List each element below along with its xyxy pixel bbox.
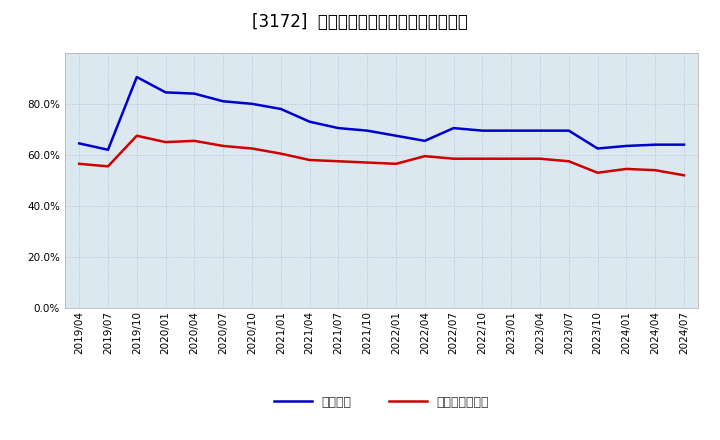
固定比率 — [478, 128, 487, 133]
固定比率 — [305, 119, 314, 125]
固定比率 — [564, 128, 573, 133]
固定長期適合率 — [190, 138, 199, 143]
固定長期適合率 — [622, 166, 631, 172]
固定長期適合率 — [651, 168, 660, 173]
固定比率 — [392, 133, 400, 139]
固定長期適合率 — [363, 160, 372, 165]
固定比率 — [622, 143, 631, 149]
固定比率 — [276, 106, 285, 112]
固定長期適合率 — [334, 159, 343, 164]
固定長期適合率 — [219, 143, 228, 149]
固定長期適合率 — [449, 156, 458, 161]
固定比率 — [104, 147, 112, 152]
Text: [3172]  固定比率、固定長期適合率の推移: [3172] 固定比率、固定長期適合率の推移 — [252, 13, 468, 31]
固定長期適合率 — [420, 154, 429, 159]
固定比率 — [219, 99, 228, 104]
固定長期適合率 — [75, 161, 84, 166]
固定比率 — [363, 128, 372, 133]
固定長期適合率 — [305, 158, 314, 163]
固定長期適合率 — [507, 156, 516, 161]
固定比率 — [75, 141, 84, 146]
固定長期適合率 — [104, 164, 112, 169]
固定比率 — [507, 128, 516, 133]
固定長期適合率 — [680, 172, 688, 178]
固定比率 — [651, 142, 660, 147]
固定長期適合率 — [564, 159, 573, 164]
固定長期適合率 — [478, 156, 487, 161]
固定比率 — [449, 125, 458, 131]
固定長期適合率 — [248, 146, 256, 151]
固定比率 — [132, 74, 141, 80]
固定比率 — [593, 146, 602, 151]
Line: 固定長期適合率: 固定長期適合率 — [79, 136, 684, 175]
固定比率 — [680, 142, 688, 147]
固定比率 — [248, 101, 256, 106]
固定長期適合率 — [161, 139, 170, 145]
固定比率 — [190, 91, 199, 96]
固定長期適合率 — [392, 161, 400, 166]
固定長期適合率 — [132, 133, 141, 139]
Legend: 固定比率, 固定長期適合率: 固定比率, 固定長期適合率 — [274, 396, 489, 409]
Line: 固定比率: 固定比率 — [79, 77, 684, 150]
固定比率 — [334, 125, 343, 131]
固定比率 — [536, 128, 544, 133]
固定比率 — [161, 90, 170, 95]
固定長期適合率 — [276, 151, 285, 156]
固定比率 — [420, 138, 429, 143]
固定長期適合率 — [593, 170, 602, 176]
固定長期適合率 — [536, 156, 544, 161]
